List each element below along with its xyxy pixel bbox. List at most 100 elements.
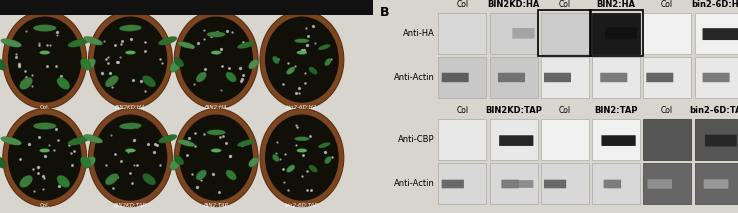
Ellipse shape [260, 109, 344, 207]
FancyBboxPatch shape [490, 119, 538, 160]
FancyBboxPatch shape [703, 28, 738, 40]
FancyBboxPatch shape [441, 180, 464, 188]
Ellipse shape [226, 170, 236, 180]
Ellipse shape [142, 174, 156, 185]
Ellipse shape [211, 51, 221, 55]
FancyBboxPatch shape [441, 73, 469, 82]
Ellipse shape [1, 137, 21, 145]
Text: Anti-HA: Anti-HA [403, 29, 435, 38]
Ellipse shape [325, 156, 331, 164]
Ellipse shape [89, 109, 173, 207]
FancyBboxPatch shape [704, 179, 728, 189]
Ellipse shape [159, 134, 177, 143]
Text: BIN2:HA: BIN2:HA [596, 0, 635, 9]
Ellipse shape [179, 17, 253, 103]
Ellipse shape [57, 77, 70, 89]
FancyBboxPatch shape [541, 164, 589, 204]
FancyBboxPatch shape [518, 180, 534, 188]
Ellipse shape [0, 58, 6, 70]
Text: Col: Col [661, 106, 673, 115]
Ellipse shape [325, 58, 331, 66]
Ellipse shape [170, 60, 181, 72]
FancyBboxPatch shape [694, 13, 738, 54]
Ellipse shape [308, 165, 317, 172]
Ellipse shape [211, 149, 221, 153]
Ellipse shape [159, 36, 177, 45]
Ellipse shape [249, 59, 258, 69]
Ellipse shape [286, 67, 295, 74]
FancyBboxPatch shape [592, 119, 640, 160]
Ellipse shape [89, 11, 173, 109]
Text: Anti-Actin: Anti-Actin [394, 180, 435, 189]
Text: Col: Col [456, 0, 469, 9]
Text: Col.: Col. [40, 203, 50, 208]
Ellipse shape [1, 39, 21, 47]
FancyBboxPatch shape [643, 57, 691, 98]
Ellipse shape [207, 32, 226, 37]
Ellipse shape [178, 140, 195, 147]
Ellipse shape [272, 154, 279, 162]
Ellipse shape [207, 130, 226, 135]
Ellipse shape [308, 67, 317, 74]
Ellipse shape [8, 115, 82, 201]
Ellipse shape [120, 123, 142, 129]
Ellipse shape [94, 17, 168, 103]
Ellipse shape [226, 72, 236, 82]
FancyBboxPatch shape [499, 135, 534, 146]
Ellipse shape [170, 158, 181, 170]
Ellipse shape [33, 25, 56, 32]
FancyBboxPatch shape [694, 119, 738, 160]
Ellipse shape [174, 109, 258, 207]
Text: Col: Col [559, 0, 570, 9]
Ellipse shape [33, 123, 56, 130]
Ellipse shape [0, 156, 6, 168]
FancyBboxPatch shape [605, 27, 637, 39]
Ellipse shape [120, 25, 142, 31]
Ellipse shape [297, 51, 307, 55]
Ellipse shape [83, 134, 103, 143]
Text: BIN2KD:HA: BIN2KD:HA [115, 105, 145, 110]
Text: BIN2KD:HA: BIN2KD:HA [488, 0, 540, 9]
FancyBboxPatch shape [541, 13, 589, 54]
Ellipse shape [318, 44, 331, 50]
Text: BIN2KD:TAP: BIN2KD:TAP [114, 203, 147, 208]
FancyBboxPatch shape [490, 164, 538, 204]
Ellipse shape [294, 39, 309, 43]
Text: Anti-Actin: Anti-Actin [394, 73, 435, 82]
FancyBboxPatch shape [694, 164, 738, 204]
Ellipse shape [238, 140, 255, 147]
FancyBboxPatch shape [0, 0, 373, 15]
Text: B: B [380, 6, 390, 19]
Ellipse shape [68, 137, 89, 145]
Text: BIN2KD:TAP: BIN2KD:TAP [486, 106, 542, 115]
Ellipse shape [178, 42, 195, 49]
Ellipse shape [297, 149, 307, 153]
FancyBboxPatch shape [592, 164, 640, 204]
Text: Col: Col [559, 106, 570, 115]
FancyBboxPatch shape [501, 180, 519, 188]
Ellipse shape [142, 76, 156, 87]
Ellipse shape [249, 157, 258, 167]
Ellipse shape [174, 11, 258, 109]
Ellipse shape [196, 72, 207, 82]
Ellipse shape [83, 156, 96, 168]
Ellipse shape [125, 149, 136, 153]
Ellipse shape [106, 174, 118, 185]
FancyBboxPatch shape [438, 57, 486, 98]
Ellipse shape [80, 156, 91, 168]
FancyBboxPatch shape [694, 57, 738, 98]
FancyBboxPatch shape [643, 13, 691, 54]
Text: Anti-CBP: Anti-CBP [399, 135, 435, 144]
Text: bin2-6D:HA: bin2-6D:HA [286, 105, 317, 110]
FancyBboxPatch shape [703, 73, 730, 82]
Ellipse shape [20, 77, 32, 89]
FancyBboxPatch shape [438, 164, 486, 204]
FancyBboxPatch shape [438, 119, 486, 160]
FancyBboxPatch shape [438, 13, 486, 54]
FancyBboxPatch shape [544, 73, 571, 82]
FancyBboxPatch shape [592, 13, 640, 54]
Ellipse shape [174, 57, 184, 67]
Ellipse shape [83, 36, 103, 45]
Text: A: A [6, 4, 15, 17]
Ellipse shape [125, 51, 136, 55]
